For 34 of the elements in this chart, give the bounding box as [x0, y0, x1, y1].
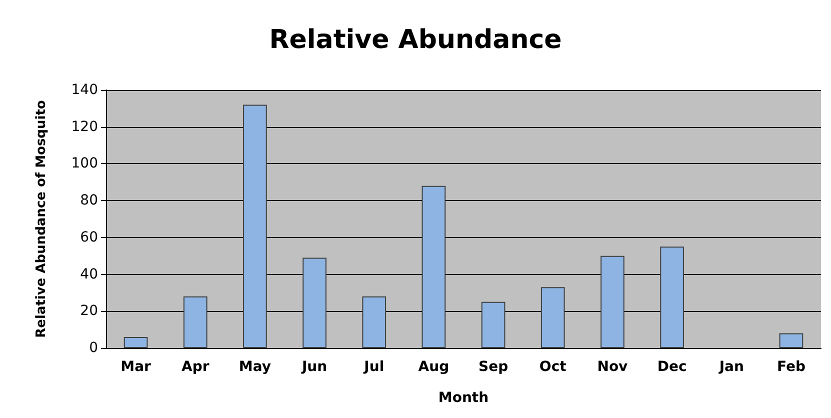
- x-tick-label: Nov: [597, 359, 628, 375]
- x-axis-title: Month: [438, 390, 489, 406]
- x-tick-label: Jun: [300, 359, 328, 375]
- bar: [422, 186, 446, 348]
- x-tick-label: Sep: [478, 359, 508, 375]
- x-tick-label: Dec: [657, 359, 687, 375]
- x-tick-label: Mar: [120, 359, 152, 375]
- bar: [779, 333, 804, 348]
- bar: [660, 246, 684, 348]
- y-tick-label: 20: [80, 303, 98, 320]
- x-tick-label: Feb: [776, 359, 806, 375]
- y-tick-label: 80: [80, 192, 98, 209]
- y-axis-title: Relative Abundance of Mosquito: [34, 100, 49, 338]
- y-tick-label: 60: [80, 229, 98, 246]
- y-tick-label: 0: [89, 340, 98, 356]
- bar: [481, 302, 506, 348]
- x-tick-label: May: [238, 359, 271, 375]
- bar: [362, 296, 386, 348]
- y-tick-label: 40: [80, 266, 98, 282]
- chart-title: Relative Abundance: [269, 25, 562, 55]
- bar: [600, 256, 624, 348]
- bar: [243, 104, 267, 348]
- bar: [183, 296, 208, 348]
- x-tick-label: Oct: [539, 359, 567, 375]
- x-tick-label: Apr: [181, 359, 210, 375]
- bar: [540, 287, 565, 348]
- bar: [124, 336, 148, 348]
- x-tick-label: Jan: [718, 359, 744, 375]
- x-tick-label: Jul: [363, 359, 384, 375]
- bar: [302, 258, 326, 348]
- x-tick-label: Aug: [418, 359, 450, 375]
- y-tick-label: 120: [71, 118, 98, 135]
- y-tick-label: 100: [71, 156, 98, 172]
- y-tick-label: 140: [71, 82, 98, 98]
